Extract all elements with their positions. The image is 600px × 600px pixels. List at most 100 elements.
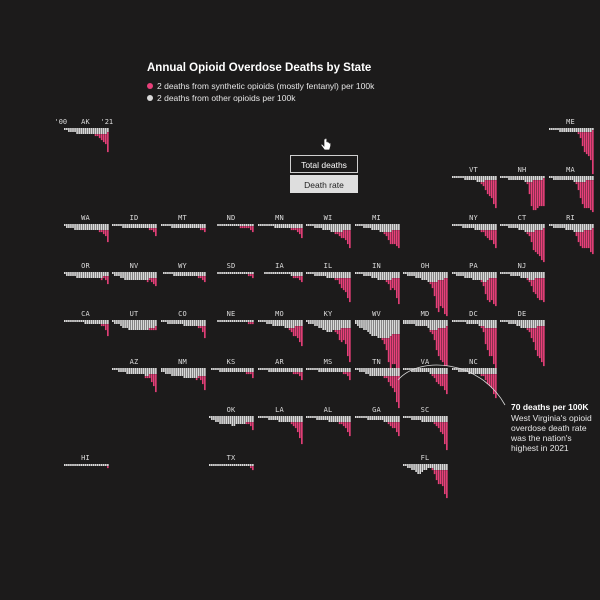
bar-other-2019 — [538, 176, 541, 180]
bar-synthetic-2016 — [484, 180, 486, 191]
bar-other-2004 — [120, 320, 122, 326]
bar-other-2009 — [372, 320, 375, 336]
bar-other-2005 — [461, 320, 464, 322]
bar-other-2019 — [102, 224, 105, 230]
bar-other-2000 — [354, 416, 357, 418]
bar-synthetic-2018 — [439, 470, 442, 485]
bar-other-2016 — [581, 224, 583, 232]
bar-other-2003 — [506, 224, 508, 226]
bar-other-2000 — [112, 368, 114, 370]
bar-other-2010 — [132, 224, 135, 228]
bar-other-2021 — [591, 176, 594, 180]
bar-synthetic-2019 — [490, 374, 493, 389]
bar-other-2006 — [366, 320, 369, 332]
bar-synthetic-2017 — [534, 278, 537, 295]
bar-other-2005 — [461, 272, 464, 276]
bar-other-2002 — [455, 224, 458, 226]
bar-other-2013 — [478, 176, 480, 182]
bar-other-2003 — [457, 272, 460, 276]
bar-other-2020 — [395, 320, 398, 334]
bar-other-2009 — [324, 368, 327, 372]
bar-other-2021 — [252, 416, 254, 422]
bar-other-2010 — [472, 368, 474, 374]
bar-synthetic-2018 — [294, 372, 296, 375]
bar-other-2002 — [552, 224, 555, 228]
metric-toggle[interactable]: Total deaths Death rate — [290, 155, 358, 193]
bar-synthetic-2020 — [347, 230, 349, 245]
bar-other-2018 — [294, 224, 296, 228]
bar-other-2007 — [77, 128, 80, 134]
bar-other-2008 — [419, 416, 421, 420]
bar-other-2011 — [231, 272, 234, 274]
state-wa: WA — [63, 214, 109, 270]
bar-other-2017 — [146, 224, 149, 228]
bar-other-2014 — [237, 416, 240, 424]
bar-other-2013 — [575, 176, 577, 182]
bar-other-2008 — [419, 272, 421, 278]
bar-other-2012 — [185, 320, 187, 326]
bar-other-2020 — [395, 416, 398, 422]
bar-other-2006 — [463, 320, 466, 322]
bar-synthetic-2018 — [536, 326, 539, 357]
bar-other-2007 — [562, 176, 565, 180]
bar-synthetic-2019 — [344, 422, 347, 429]
bar-other-2014 — [383, 416, 385, 422]
toggle-death-rate-button[interactable]: Death rate — [290, 175, 358, 193]
bar-synthetic-2019 — [344, 230, 347, 241]
bar-other-2009 — [130, 224, 133, 228]
bar-other-2018 — [245, 224, 248, 226]
bar-other-2007 — [126, 224, 128, 228]
state-label: NE — [226, 310, 236, 318]
bar-synthetic-2019 — [490, 230, 493, 241]
bar-other-2014 — [92, 464, 94, 466]
bar-other-2001 — [502, 272, 504, 274]
bar-other-2013 — [381, 224, 383, 232]
bar-other-2010 — [278, 320, 280, 326]
bar-other-2015 — [239, 224, 242, 226]
bar-other-2006 — [318, 416, 320, 420]
bar-other-2020 — [153, 272, 155, 278]
bar-other-2008 — [467, 272, 470, 278]
bar-other-2016 — [435, 464, 438, 470]
bar-other-2014 — [286, 272, 288, 274]
bar-other-2021 — [543, 224, 545, 228]
bar-other-2016 — [484, 224, 486, 230]
bar-other-2006 — [124, 224, 126, 228]
bar-synthetic-2021 — [155, 374, 157, 393]
bar-other-2004 — [217, 224, 219, 226]
state-bars — [160, 224, 206, 233]
bar-synthetic-2015 — [433, 374, 436, 379]
state-label: AR — [275, 358, 284, 366]
bar-other-2010 — [278, 224, 280, 228]
state-label: OH — [420, 262, 430, 270]
bar-other-2018 — [488, 224, 490, 230]
bar-other-2021 — [203, 368, 206, 376]
bar-other-2008 — [322, 224, 324, 230]
state-bars — [451, 320, 497, 369]
bar-other-2016 — [241, 272, 244, 274]
bar-synthetic-2019 — [102, 276, 105, 279]
state-fl: FL — [402, 454, 448, 510]
bar-other-2006 — [221, 416, 223, 424]
bar-other-2002 — [261, 320, 264, 322]
bar-other-2014 — [140, 272, 143, 280]
bar-other-2019 — [247, 224, 250, 226]
bar-other-2004 — [411, 416, 413, 420]
bar-other-2017 — [437, 368, 440, 374]
bar-synthetic-2020 — [395, 422, 398, 433]
bar-other-2006 — [318, 368, 320, 372]
bar-synthetic-2018 — [391, 422, 393, 429]
state-bars — [112, 272, 157, 287]
bar-other-2011 — [522, 176, 525, 180]
bar-other-2021 — [203, 224, 206, 228]
bar-other-2011 — [474, 368, 476, 374]
bar-other-2017 — [243, 224, 246, 226]
toggle-total-deaths-button[interactable]: Total deaths — [290, 155, 358, 173]
bar-synthetic-2018 — [536, 278, 539, 299]
bar-other-2002 — [67, 320, 70, 322]
bar-other-2001 — [453, 224, 456, 226]
bar-other-2001 — [114, 368, 116, 370]
bar-other-2014 — [528, 320, 531, 328]
